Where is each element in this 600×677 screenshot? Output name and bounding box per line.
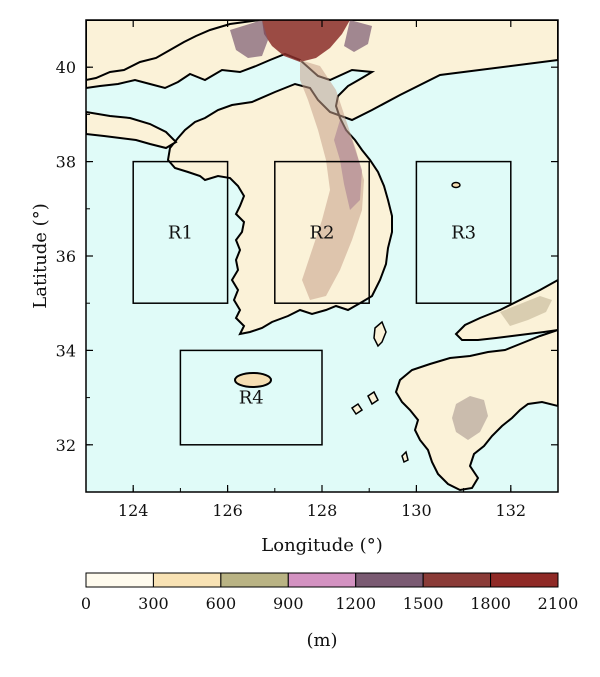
x-axis-title: Longitude (°): [261, 535, 382, 556]
colorbar-tick-label: 300: [138, 594, 169, 613]
region-label-r1: R1: [168, 222, 193, 243]
colorbar-segment: [287, 572, 357, 588]
y-axis: 40 38 36 34 32: [56, 19, 558, 493]
colorbar-segment: [220, 572, 289, 588]
region-box-r2: [274, 160, 370, 304]
x-tick-label: 124: [118, 501, 149, 520]
mountain-shading-kyushu: [452, 396, 488, 440]
colorbar-tick-label: 900: [273, 594, 304, 613]
tsushima-island: [373, 320, 387, 348]
colorbar-segment: [422, 572, 492, 588]
colorbar-tick-label: 1500: [403, 594, 444, 613]
region-label-r3: R3: [451, 222, 476, 243]
region-label-r4: R4: [239, 388, 264, 409]
elevation-colorbar: 0 300 600 900 1200 1500 1800 2100: [81, 572, 579, 613]
kyushu-landmass: [394, 328, 558, 492]
region-box-r3: [415, 160, 512, 304]
land-layer: [86, 20, 558, 492]
colorbar-segment: [490, 572, 559, 588]
x-tick-label: 132: [496, 501, 527, 520]
mountain-shading-north-purple: [230, 20, 372, 58]
honshu-landmass: [454, 278, 558, 341]
colorbar-tick-label: 2100: [538, 594, 579, 613]
jeju-island: [234, 372, 272, 388]
region-label-r2: R2: [309, 222, 334, 243]
ulleungdo-island: [451, 181, 461, 189]
colorbar-segment: [355, 572, 424, 588]
colorbar-segment: [85, 572, 154, 588]
x-tick-label: 128: [307, 501, 338, 520]
mountain-shading-ridge: [300, 60, 364, 300]
y-tick-label: 38: [56, 153, 76, 172]
colorbar-unit: (m): [306, 630, 337, 651]
region-box-r4: [179, 349, 323, 446]
y-tick-label: 40: [56, 58, 76, 77]
mountain-shading-taebaek: [334, 120, 362, 210]
y-tick-label: 32: [56, 436, 76, 455]
region-box-r1: [132, 160, 229, 304]
y-tick-label: 36: [56, 247, 76, 266]
x-tick-label: 130: [401, 501, 432, 520]
mountain-shading-honshu: [500, 296, 552, 326]
koshiki-islands: [401, 450, 409, 464]
shandong-tip: [86, 110, 178, 150]
colorbar-tick-label: 1800: [470, 594, 511, 613]
colorbar-tick-label: 1200: [335, 594, 376, 613]
goto-islands: [350, 390, 379, 416]
colorbar-segment: [152, 572, 222, 588]
colorbar-tick-label: 600: [206, 594, 237, 613]
mountain-shading-north: [262, 20, 350, 62]
y-tick-label: 34: [56, 341, 76, 360]
region-boxes: R1 R2 R3 R4: [132, 160, 512, 446]
liaodong-coast: [86, 20, 261, 82]
y-axis-title: Latitude (°): [30, 203, 51, 308]
x-tick-label: 126: [212, 501, 243, 520]
colorbar-tick-label: 0: [81, 594, 91, 613]
x-axis: 124 126 128 130 132: [85, 20, 559, 520]
